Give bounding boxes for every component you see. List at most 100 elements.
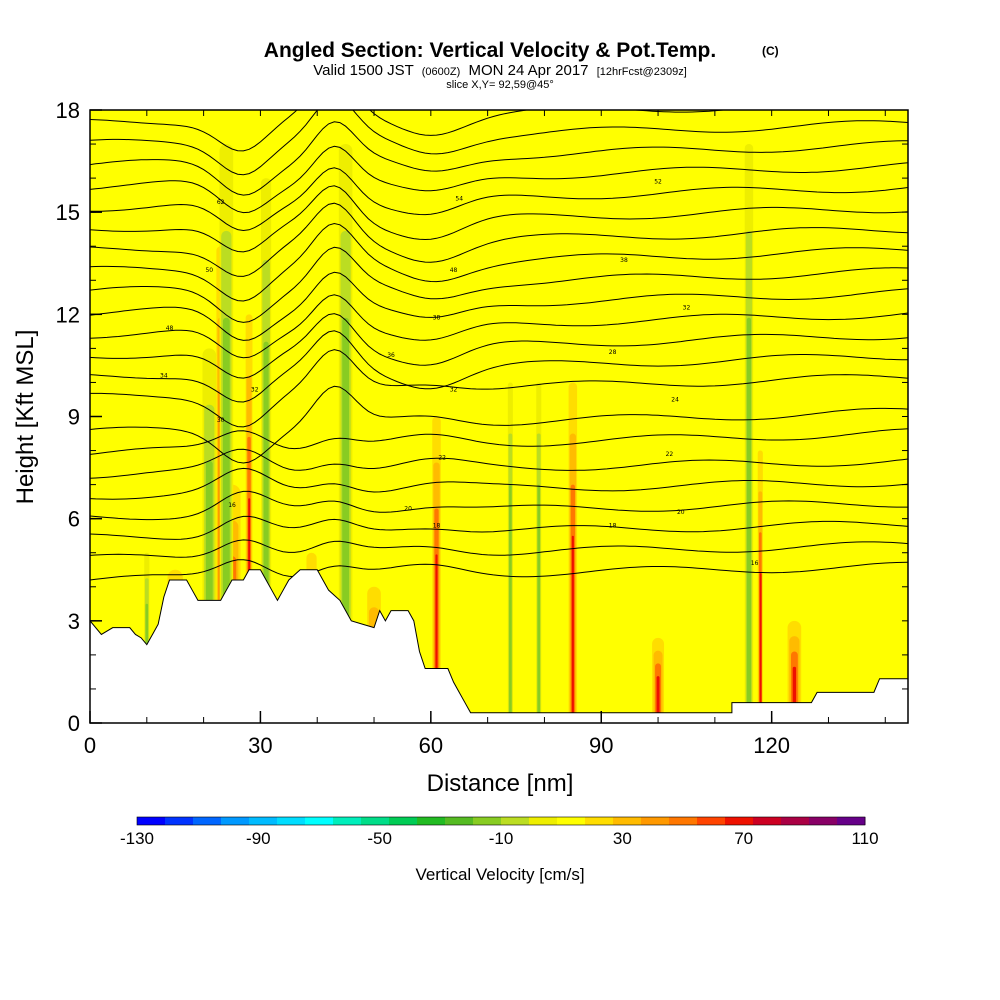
- updraft-column-9-3: [759, 573, 762, 723]
- isentrope-label: 36: [387, 352, 395, 359]
- y-tick-label: 12: [56, 302, 80, 327]
- valid-date: MON 24 Apr 2017: [468, 62, 588, 79]
- isentrope-label: 18: [433, 522, 441, 529]
- isentrope-lines: [90, 110, 908, 581]
- colorbar-swatch: [725, 817, 754, 825]
- isentrope-line: [90, 313, 908, 379]
- isentrope-line: [90, 110, 908, 176]
- isentrope-line: [90, 294, 908, 359]
- colorbar-swatch: [809, 817, 838, 825]
- isentrope-label: 20: [677, 509, 685, 516]
- colorbar-swatch: [193, 817, 222, 825]
- isentrope-label: 48: [450, 267, 458, 274]
- colorbar-swatch: [445, 817, 474, 825]
- colorbar-swatch: [305, 817, 334, 825]
- isentrope-line: [90, 330, 908, 403]
- colorbar-swatch: [137, 817, 166, 825]
- colorbar-tick-label: 30: [613, 829, 632, 848]
- plot-area: 62 54 52 50 48 38 48 38 32 34 36 28 32 32 30 24 22 22 20 20…: [90, 110, 908, 723]
- isentrope-label: 50: [205, 267, 213, 274]
- x-tick-label: 60: [419, 733, 443, 758]
- isentrope-label: 20: [404, 505, 412, 512]
- title-unit: (C): [762, 44, 779, 58]
- y-tick-label: 0: [68, 711, 80, 736]
- colorbar-swatch: [669, 817, 698, 825]
- isentrope-line: [90, 490, 908, 521]
- isentrope-label: 22: [666, 451, 674, 458]
- isentrope-line: [90, 110, 729, 152]
- isentrope-label: 30: [217, 417, 225, 424]
- colorbar-swatch: [613, 817, 642, 825]
- colorbar-swatch: [361, 817, 390, 825]
- isentrope-label: 52: [654, 179, 662, 186]
- x-tick-label: 0: [84, 733, 96, 758]
- colorbar-tick-label: -50: [367, 829, 392, 848]
- colorbar-swatch: [697, 817, 726, 825]
- valid-utc: (0600Z): [422, 66, 461, 78]
- isentrope-line: [90, 271, 908, 341]
- x-tick-label: 90: [589, 733, 613, 758]
- colorbar-tick-label: -90: [246, 829, 271, 848]
- y-tick-label: 6: [68, 507, 80, 532]
- isentrope-label: 34: [160, 373, 168, 380]
- isentrope-line: [90, 121, 908, 196]
- colorbar-tick-label: -10: [489, 829, 514, 848]
- isentrope-line: [90, 428, 908, 455]
- colorbar-frame: [136, 816, 866, 826]
- colorbar-tick-label: 70: [734, 829, 753, 848]
- colorbar-swatch: [529, 817, 558, 825]
- isentrope-labels: 62 54 52 50 48 38 48 38 32 34 36 28 32 32 30 24 22 22 20 20…: [160, 179, 759, 567]
- isentrope-label: 48: [166, 325, 174, 332]
- x-axis-label: Distance [nm]: [427, 770, 574, 797]
- colorbar-swatch: [389, 817, 418, 825]
- colorbar-swatch: [753, 817, 782, 825]
- isentrope-label: 32: [251, 386, 259, 393]
- isentrope-line: [90, 246, 908, 323]
- valid-time: Valid 1500 JST: [313, 62, 413, 79]
- colorbar-swatch: [641, 817, 670, 825]
- downdraft-column-7-2: [537, 484, 541, 723]
- x-tick-label: 30: [248, 733, 272, 758]
- isentrope-label: 54: [455, 196, 463, 203]
- chart-title: Angled Section: Vertical Velocity & Pot.…: [264, 39, 716, 62]
- updraft-column-8-3: [571, 535, 574, 723]
- isentrope-label: 38: [433, 315, 441, 322]
- isentrope-label: 18: [609, 522, 617, 529]
- isentrope-line: [90, 185, 908, 253]
- isentrope-label: 16: [228, 502, 236, 509]
- isentrope-line: [90, 467, 908, 500]
- y-tick-label: 18: [56, 98, 80, 123]
- colorbar-swatch: [585, 817, 614, 825]
- isentrope-label: 16: [751, 560, 759, 567]
- isentrope-line: [90, 559, 908, 581]
- y-tick-label: 9: [68, 405, 80, 430]
- isentrope-label: 62: [217, 199, 225, 206]
- colorbar: -130 -90 -50 -10 30 70 110: [120, 816, 879, 848]
- colorbar-swatch: [557, 817, 586, 825]
- terrain-mask: [90, 569, 908, 723]
- updraft-column-4-3: [656, 676, 660, 723]
- isentrope-label: 32: [450, 386, 458, 393]
- colorbar-swatch: [277, 817, 306, 825]
- isentrope-line: [90, 222, 908, 302]
- slice-info: slice X,Y= 92,59@45°: [446, 79, 554, 91]
- isentrope-line: [90, 167, 908, 232]
- isentrope-label: 28: [609, 349, 617, 356]
- colorbar-tick-label: -130: [120, 829, 154, 848]
- isentrope-line: [90, 202, 908, 277]
- y-axis-label: Height [Kft MSL]: [12, 330, 39, 505]
- y-tick-label: 3: [68, 609, 80, 634]
- colorbar-swatch: [221, 817, 250, 825]
- downdraft-column-6-2: [509, 484, 512, 723]
- colorbar-swatch: [165, 817, 194, 825]
- colorbar-swatch: [249, 817, 278, 825]
- isentrope-line: [90, 448, 908, 479]
- colorbar-swatch: [333, 817, 362, 825]
- isentrope-line: [90, 539, 908, 558]
- x-tick-label: 120: [753, 733, 790, 758]
- colorbar-swatch: [501, 817, 530, 825]
- isentrope-line: [90, 349, 908, 428]
- isentrope-label: 32: [683, 305, 691, 312]
- x-axis: 0 30 60 90 120: [84, 110, 886, 758]
